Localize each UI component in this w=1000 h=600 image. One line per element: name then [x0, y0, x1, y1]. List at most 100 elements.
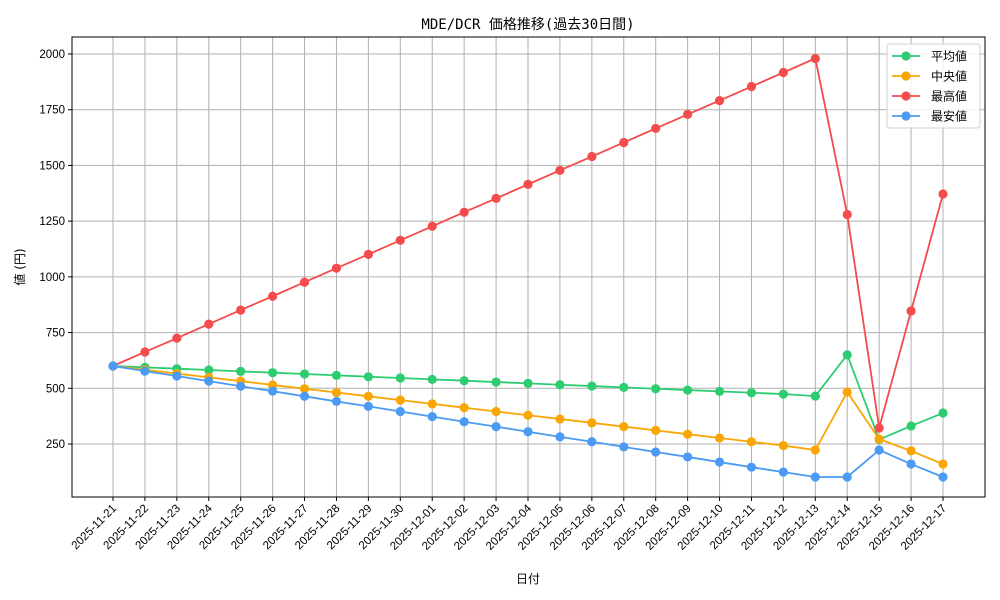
data-point [810, 472, 820, 482]
legend-marker-icon [901, 51, 911, 61]
data-point [842, 387, 852, 397]
y-tick-label: 250 [46, 439, 65, 451]
data-point [236, 381, 246, 391]
legend-item: 中央値 [892, 69, 967, 84]
data-point [491, 406, 501, 417]
data-point [906, 306, 916, 316]
data-point [906, 421, 916, 431]
data-point [619, 422, 629, 432]
data-point [683, 109, 693, 119]
data-point [683, 385, 693, 395]
data-point [714, 457, 725, 467]
data-point [395, 373, 405, 383]
data-point [714, 386, 725, 397]
data-point [427, 221, 437, 231]
data-point [746, 388, 757, 398]
data-point [140, 366, 150, 376]
data-point [810, 391, 820, 401]
data-point [204, 319, 214, 329]
y-tick-label: 2000 [39, 49, 65, 61]
x-axis-label: 日付 [516, 572, 540, 586]
data-point [683, 429, 693, 439]
data-point [268, 291, 278, 301]
series-line [108, 53, 948, 433]
data-point [427, 374, 437, 384]
data-point [938, 459, 948, 469]
data-point [746, 81, 757, 92]
chart-title: MDE/DCR 価格推移(過去30日間) [421, 17, 634, 33]
data-point [874, 434, 884, 444]
data-point [491, 377, 501, 387]
data-point [842, 209, 852, 220]
data-point [427, 399, 437, 409]
data-point [842, 472, 852, 482]
data-point [459, 403, 469, 413]
data-point [810, 53, 820, 64]
data-point [651, 384, 661, 394]
legend-marker-icon [901, 111, 911, 121]
legend-label: 中央値 [931, 69, 967, 84]
data-point [778, 67, 788, 78]
data-point [459, 207, 469, 217]
data-point [523, 179, 533, 189]
data-point [778, 467, 788, 477]
data-point [172, 333, 182, 343]
data-point [938, 408, 948, 418]
data-point [619, 442, 629, 452]
data-point [363, 391, 373, 401]
legend-marker-icon [901, 91, 911, 101]
data-point [746, 437, 757, 447]
data-point [363, 249, 373, 259]
data-point [331, 387, 342, 398]
data-point [778, 440, 788, 451]
data-point [299, 277, 310, 287]
data-point [746, 462, 757, 472]
legend-marker-icon [901, 71, 911, 81]
data-point [523, 410, 533, 420]
data-point [395, 406, 405, 417]
data-point [587, 437, 597, 447]
data-point [906, 459, 916, 469]
data-point [331, 396, 342, 407]
data-point [268, 386, 278, 396]
data-point [299, 369, 310, 379]
legend-label: 最安値 [931, 109, 967, 124]
data-point [140, 347, 150, 357]
data-point [108, 361, 118, 371]
data-point [778, 389, 788, 399]
y-axis-ticks: 250 500 750 1000 1250 1500 1750 2000 [39, 49, 72, 451]
data-point [938, 472, 948, 482]
data-point [651, 425, 661, 436]
data-point [459, 417, 469, 427]
series-layer [108, 53, 948, 482]
data-point [555, 380, 565, 390]
legend-item: 最高値 [892, 89, 967, 104]
data-point [268, 368, 278, 378]
data-point [619, 382, 629, 392]
data-point [619, 137, 629, 148]
y-tick-label: 1500 [39, 160, 65, 172]
data-point [714, 95, 725, 106]
data-point [683, 452, 693, 462]
data-point [363, 372, 373, 382]
data-point [491, 193, 501, 204]
data-point [587, 151, 597, 162]
legend-label: 最高値 [931, 89, 967, 104]
data-point [874, 423, 884, 433]
y-tick-label: 750 [46, 328, 65, 340]
data-point [299, 391, 310, 401]
data-point [331, 370, 342, 380]
data-point [555, 165, 565, 175]
data-point [555, 414, 565, 424]
data-point [459, 376, 469, 386]
data-point [906, 446, 916, 456]
y-tick-label: 1000 [39, 272, 65, 284]
data-point [874, 445, 884, 455]
data-point [204, 365, 214, 375]
data-point [651, 447, 661, 457]
legend-item: 最安値 [892, 109, 967, 124]
data-point [938, 189, 948, 199]
data-point [523, 378, 533, 388]
data-point [236, 366, 246, 376]
y-tick-label: 1250 [39, 216, 65, 228]
